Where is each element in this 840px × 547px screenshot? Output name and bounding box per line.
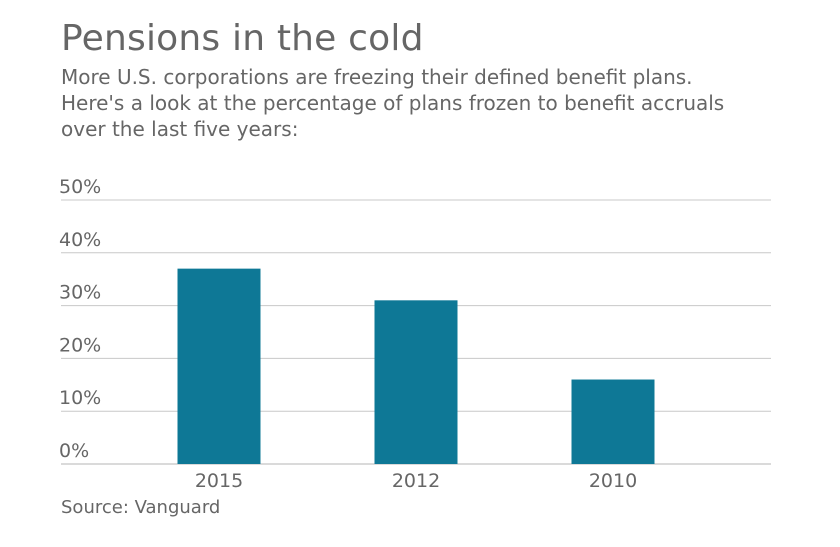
chart-title: Pensions in the cold <box>61 18 424 59</box>
x-tick-label: 2010 <box>589 470 637 492</box>
bar-2015 <box>177 268 261 464</box>
bar-2010 <box>571 379 655 464</box>
y-tick-label: 10% <box>59 387 101 409</box>
bar-2012 <box>374 300 458 464</box>
y-axis-ticks: 0% 10% 20% 30% 40% 50% <box>59 176 101 462</box>
y-tick-label: 30% <box>59 282 101 304</box>
x-tick-label: 2012 <box>392 470 440 492</box>
bars <box>177 268 655 464</box>
chart-subtitle: More U.S. corporations are freezing thei… <box>61 65 725 141</box>
y-tick-label: 50% <box>59 176 101 198</box>
y-tick-label: 0% <box>59 440 89 462</box>
y-tick-label: 40% <box>59 229 101 251</box>
x-axis-ticks: 2015 2012 2010 <box>195 470 637 492</box>
y-tick-label: 20% <box>59 334 101 356</box>
x-tick-label: 2015 <box>195 470 243 492</box>
source-note: Source: Vanguard <box>61 497 221 518</box>
